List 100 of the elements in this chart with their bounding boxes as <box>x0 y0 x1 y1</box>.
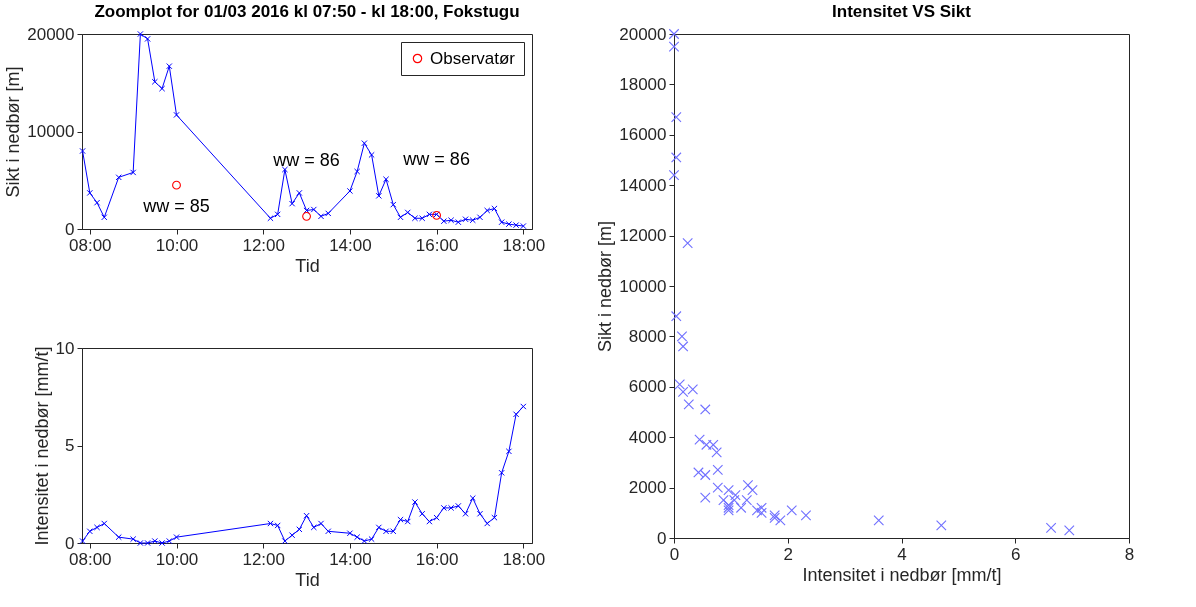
point <box>368 151 375 159</box>
point <box>172 180 181 190</box>
point <box>936 520 947 531</box>
x-axis-title: Tid <box>295 569 320 590</box>
point <box>670 111 682 123</box>
x-tick-label: 8 <box>1124 544 1135 564</box>
x-tick-label: 2 <box>783 544 793 564</box>
point <box>699 492 711 503</box>
x-tick-label: 4 <box>897 544 907 564</box>
point <box>325 210 332 217</box>
point <box>677 341 689 352</box>
annotation: ww = 86 <box>272 150 340 171</box>
point <box>476 214 484 221</box>
y-tick-label: 20000 <box>27 24 75 44</box>
point <box>419 510 426 517</box>
point <box>288 200 296 207</box>
point <box>101 520 108 527</box>
point <box>699 469 711 481</box>
point <box>354 534 361 541</box>
annotation: ww = 85 <box>142 196 210 217</box>
x-tick-label: 0 <box>669 544 680 564</box>
point <box>484 520 491 527</box>
point <box>173 534 180 541</box>
point <box>375 192 382 199</box>
point <box>317 213 325 220</box>
x-tick-label: 6 <box>1011 544 1021 564</box>
point <box>346 530 354 537</box>
point <box>756 502 767 514</box>
chart-title: Zoomplot for 01/03 2016 kl 07:50 - kl 18:00, Fokstugu <box>94 2 520 21</box>
x-axis-title: Tid <box>295 255 320 276</box>
y-axis-title: Sikt i nedbør [m] <box>595 220 616 353</box>
point <box>79 147 86 155</box>
point <box>173 111 180 119</box>
point <box>302 211 311 221</box>
point <box>682 237 693 249</box>
point <box>361 140 368 147</box>
point <box>115 534 122 541</box>
y-tick-label: 10 <box>55 338 75 358</box>
point <box>1063 525 1075 536</box>
y-tick-label: 4000 <box>628 427 667 447</box>
point <box>93 199 101 206</box>
point <box>683 399 695 410</box>
point <box>742 479 754 491</box>
chart-title: Intensitet VS Sikt <box>832 2 972 21</box>
point <box>469 495 476 502</box>
point <box>296 189 303 197</box>
x-tick-label: 18:00 <box>502 235 546 255</box>
point <box>93 524 101 531</box>
point <box>426 518 433 525</box>
point <box>668 169 680 181</box>
annotation: ww = 86 <box>402 149 470 170</box>
point <box>670 152 682 163</box>
point <box>325 528 332 535</box>
y-tick-label: 10000 <box>619 276 667 296</box>
point <box>274 211 281 218</box>
point <box>281 166 289 173</box>
y-tick-label: 2000 <box>628 478 667 498</box>
point <box>137 30 144 38</box>
y-tick-label: 8000 <box>628 326 667 346</box>
point <box>730 489 741 501</box>
y-tick-label: 10000 <box>27 122 75 141</box>
legend-label: Observatør <box>430 48 516 68</box>
point <box>712 464 724 476</box>
x-tick-label: 10:00 <box>155 549 199 569</box>
point <box>433 514 440 521</box>
point <box>462 510 469 517</box>
point <box>130 169 137 176</box>
point <box>382 176 390 183</box>
point <box>144 35 151 43</box>
point <box>786 504 798 516</box>
y-tick-label: 0 <box>657 528 667 548</box>
point <box>476 510 484 517</box>
point <box>491 514 498 521</box>
point <box>775 515 786 526</box>
x-tick-label: 10:00 <box>155 235 199 255</box>
y-tick-label: 6000 <box>628 377 667 397</box>
point <box>676 331 688 342</box>
point <box>296 526 303 533</box>
point <box>512 411 520 418</box>
point <box>158 85 166 92</box>
y-tick-label: 16000 <box>619 125 667 145</box>
x-tick-label: 14:00 <box>329 549 372 569</box>
point <box>115 174 122 181</box>
x-tick-label: 12:00 <box>242 549 285 569</box>
y-tick-label: 12000 <box>619 226 667 246</box>
y-axis-title: Sikt i nedbør [m] <box>3 66 24 198</box>
y-tick-label: 18000 <box>619 74 667 94</box>
x-tick-label: 16:00 <box>415 549 459 569</box>
point <box>151 78 158 85</box>
point <box>411 498 419 506</box>
point <box>756 507 767 519</box>
x-tick-label: 14:00 <box>329 235 372 255</box>
point <box>397 214 404 221</box>
point <box>130 535 137 543</box>
x-tick-label: 12:00 <box>242 235 285 255</box>
point <box>674 378 685 390</box>
point <box>668 41 680 52</box>
point <box>694 434 705 446</box>
point <box>317 520 325 527</box>
point <box>800 510 812 521</box>
